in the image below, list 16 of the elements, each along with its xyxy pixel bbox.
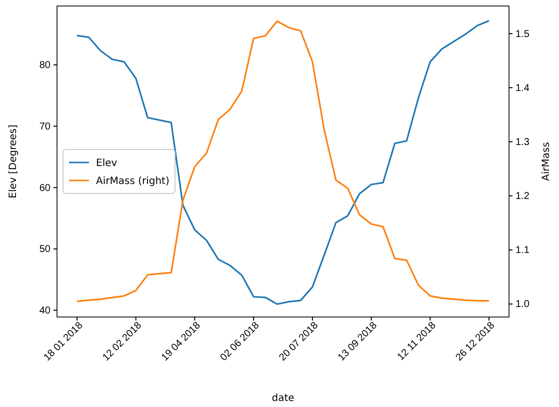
y2-tick-label: 1.2 — [516, 191, 530, 202]
y2-tick-label: 1.5 — [516, 28, 530, 40]
y-tick-label: 70 — [39, 121, 51, 132]
y2-tick-label: 1.4 — [516, 82, 530, 94]
y2-tick-label: 1.1 — [516, 245, 530, 256]
y-tick-label: 60 — [39, 182, 51, 194]
y-tick-label: 80 — [39, 60, 51, 72]
legend-label: AirMass (right) — [96, 176, 170, 187]
y-tick-label: 50 — [39, 244, 51, 256]
y-axis-title: Elev [Degrees] — [8, 124, 19, 198]
x-axis-title: date — [272, 393, 294, 404]
y2-tick-label: 1.3 — [516, 136, 530, 148]
y-tick-label: 40 — [39, 305, 51, 316]
y2-tick-label: 1.0 — [516, 299, 530, 310]
legend-label: Elev — [96, 158, 118, 169]
y2-axis-title: AirMass — [541, 142, 552, 181]
